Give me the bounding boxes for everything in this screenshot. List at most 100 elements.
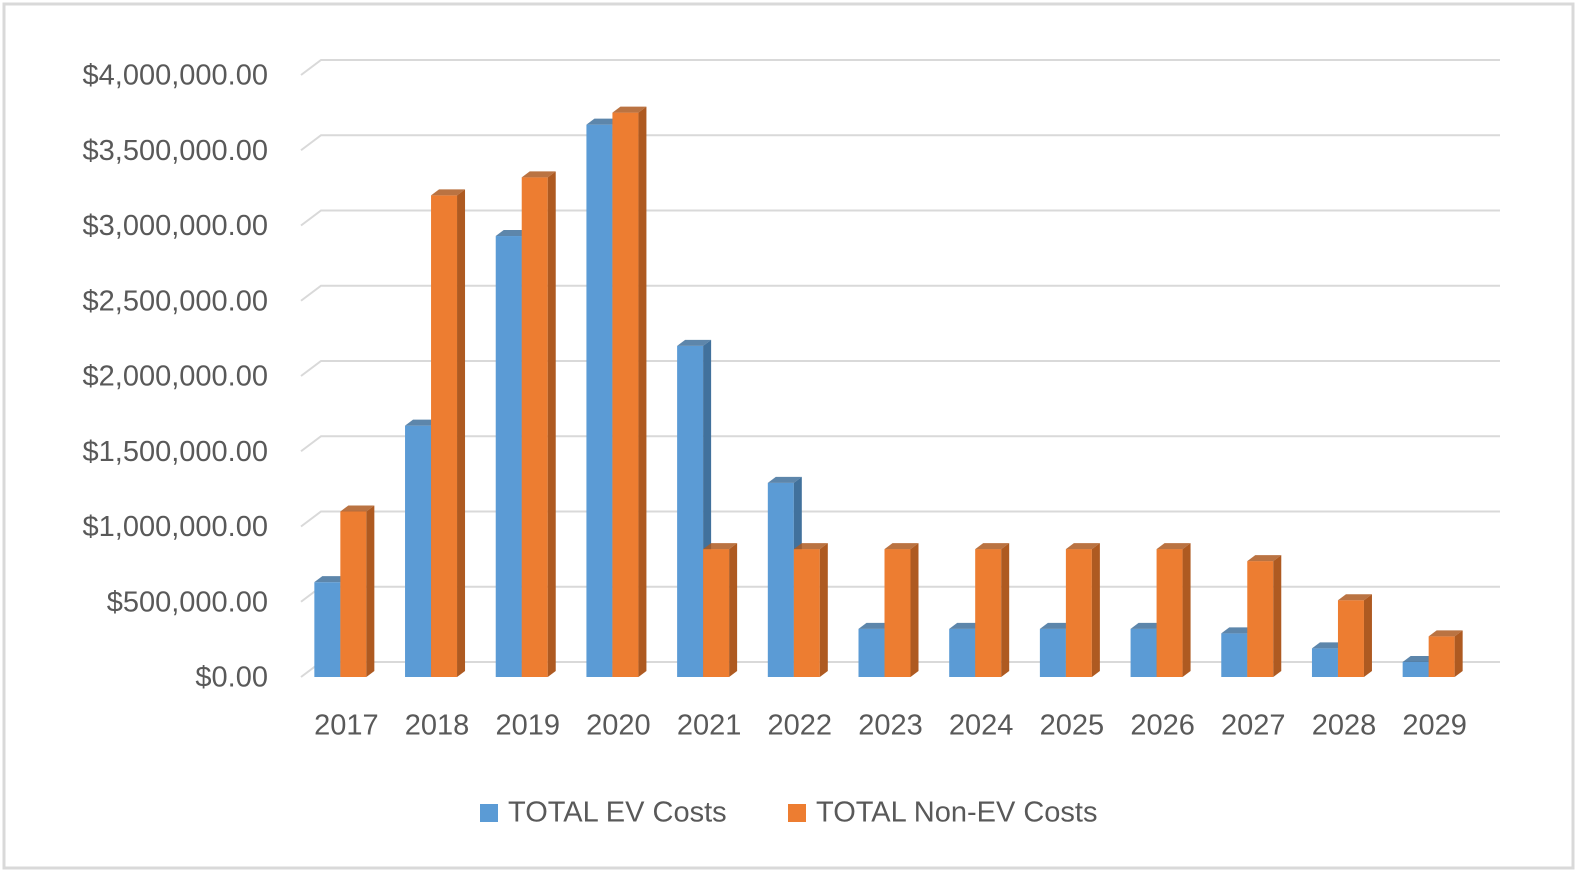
- bar-top: [1221, 627, 1256, 634]
- x-tick-label: 2026: [1130, 710, 1195, 742]
- bar-top: [612, 106, 647, 113]
- bar-front: [1221, 633, 1248, 677]
- bar-top: [586, 118, 621, 125]
- bar-top: [495, 230, 530, 237]
- bar-front: [884, 549, 911, 677]
- bar-front: [1130, 628, 1157, 677]
- x-tick-label: 2017: [314, 710, 379, 742]
- legend-swatch: [788, 804, 806, 822]
- bar-top: [431, 189, 466, 196]
- bar: [431, 189, 466, 677]
- x-tick-label: 2027: [1221, 710, 1286, 742]
- bar-front: [949, 628, 976, 677]
- bar-front: [703, 549, 730, 677]
- bar-side: [1001, 543, 1010, 677]
- grid-line: [300, 134, 1500, 152]
- bar-top: [703, 543, 738, 550]
- y-tick-label: $2,500,000.00: [83, 285, 268, 317]
- bar-front: [793, 549, 820, 677]
- x-tick-label: 2019: [495, 710, 560, 742]
- bar-front: [1402, 661, 1429, 677]
- y-tick-label: $1,000,000.00: [83, 511, 268, 543]
- bar: [1337, 594, 1372, 677]
- bar: [1156, 543, 1191, 677]
- grid-line: [300, 59, 1500, 76]
- grid-line: [300, 209, 1500, 227]
- bar-top: [1065, 543, 1100, 550]
- bar-front: [314, 582, 341, 677]
- grid-line: [300, 284, 1500, 302]
- x-tick-label: 2029: [1402, 710, 1467, 742]
- x-tick-label: 2020: [586, 710, 651, 742]
- bar-front: [767, 482, 794, 677]
- legend-label: TOTAL Non-EV Costs: [816, 797, 1098, 829]
- bar-top: [767, 476, 802, 483]
- bar-top: [1156, 543, 1191, 550]
- bar-front: [858, 628, 885, 677]
- bar: [1428, 630, 1463, 677]
- bar-top: [1130, 622, 1165, 629]
- bar-top: [1247, 555, 1282, 562]
- bar-front: [1065, 549, 1092, 677]
- bar-side: [547, 171, 556, 677]
- bar-front: [340, 511, 367, 677]
- y-tick-label: $3,500,000.00: [83, 135, 268, 167]
- bar-side: [1363, 594, 1372, 677]
- bar: [1247, 555, 1282, 677]
- x-tick-label: 2028: [1312, 710, 1377, 742]
- bar-side: [366, 505, 375, 677]
- legend-swatch: [480, 804, 498, 822]
- bar-front: [495, 236, 522, 677]
- bar-side: [1273, 555, 1282, 677]
- grid-line: [300, 510, 1500, 528]
- bar: [340, 505, 375, 677]
- bar-front: [405, 425, 432, 677]
- y-tick-label: $500,000.00: [107, 586, 268, 618]
- y-tick-label: $1,500,000.00: [83, 436, 268, 468]
- x-tick-label: 2018: [405, 710, 470, 742]
- y-tick-label: $2,000,000.00: [83, 361, 268, 393]
- bar-front: [677, 345, 704, 677]
- y-tick-label: $3,000,000.00: [83, 210, 268, 242]
- bar-side: [819, 543, 828, 677]
- bar-front: [431, 195, 458, 677]
- bar-front: [612, 112, 639, 677]
- x-tick-label: 2024: [949, 710, 1014, 742]
- bar-side: [638, 106, 647, 677]
- x-tick-label: 2023: [858, 710, 923, 742]
- bar: [703, 543, 738, 677]
- bar: [975, 543, 1010, 677]
- bar-top: [884, 543, 919, 550]
- bar-front: [1156, 549, 1183, 677]
- bar-top: [521, 171, 556, 178]
- bar-top: [340, 505, 375, 512]
- bar: [884, 543, 919, 677]
- bar-front: [586, 124, 613, 678]
- bar-top: [405, 419, 440, 426]
- bar-side: [1454, 630, 1463, 677]
- bar-front: [1039, 628, 1066, 677]
- bar-side: [910, 543, 919, 677]
- bar-top: [1428, 630, 1463, 637]
- bar: [612, 106, 647, 677]
- bar-top: [314, 576, 349, 583]
- bar: [1065, 543, 1100, 677]
- grid-line: [300, 435, 1500, 453]
- bar-side: [457, 189, 466, 677]
- x-tick-label: 2025: [1040, 710, 1105, 742]
- bar-front: [1428, 636, 1455, 677]
- y-tick-label: $4,000,000.00: [83, 60, 268, 92]
- bar-side: [729, 543, 738, 677]
- bar-front: [1311, 648, 1338, 677]
- bar-front: [1337, 600, 1364, 677]
- bar: [521, 171, 556, 677]
- legend-label: TOTAL EV Costs: [508, 797, 727, 829]
- y-tick-label: $0.00: [195, 662, 268, 694]
- bar-top: [677, 339, 712, 346]
- bar-top: [1039, 622, 1074, 629]
- bar-top: [793, 543, 828, 550]
- bar: [793, 543, 828, 677]
- bar-front: [975, 549, 1002, 677]
- bar-top: [1402, 655, 1437, 662]
